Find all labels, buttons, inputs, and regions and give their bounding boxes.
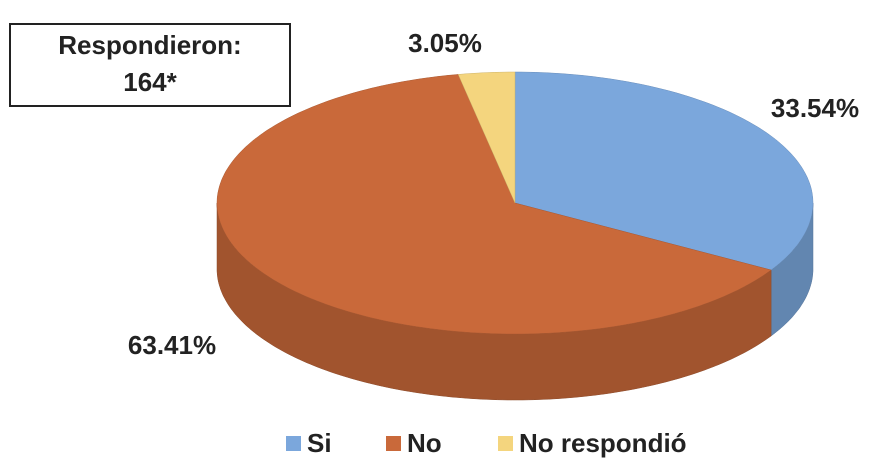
annotation-box bbox=[9, 23, 291, 107]
slice bbox=[216, 74, 772, 335]
annotation: Respondieron: bbox=[58, 30, 241, 60]
legend-swatch bbox=[386, 436, 401, 451]
data-label: 33.54% bbox=[771, 93, 859, 123]
slice bbox=[514, 71, 814, 271]
legend-label: Si bbox=[307, 428, 332, 458]
annotation: 164* bbox=[123, 67, 177, 97]
data-label: 63.41% bbox=[128, 330, 216, 360]
legend-swatch bbox=[286, 436, 301, 451]
data-label: 3.05% bbox=[408, 28, 482, 58]
legend-label: No respondió bbox=[519, 428, 687, 458]
legend-label: No bbox=[407, 428, 442, 458]
legend-swatch bbox=[498, 436, 513, 451]
slice bbox=[457, 71, 516, 204]
